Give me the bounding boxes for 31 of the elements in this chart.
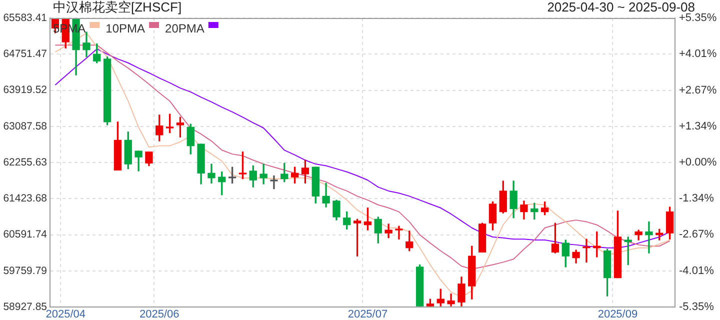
y2-tick-label: -5.35% (679, 301, 714, 314)
x-tick-label: 2025/07 (348, 308, 388, 320)
y-tick-label: 63919.52 (3, 84, 48, 96)
y2-tick-label: -2.67% (679, 228, 714, 241)
y2-tick-label: +1.34% (679, 120, 717, 132)
y2-tick-label: +4.01% (679, 48, 717, 60)
y2-tick-label: +5.35% (679, 12, 717, 24)
chart-title: 中汉棉花卖空[ZHSCF] (53, 0, 182, 15)
y-tick-label: 62255.63 (3, 156, 48, 168)
legend-label: 5PMA (53, 21, 86, 36)
y-tick-label: 64751.47 (3, 48, 48, 60)
y-tick-label: 61423.68 (3, 192, 48, 205)
x-tick-label: 2025/04 (46, 308, 86, 320)
legend-label: 20PMA (165, 21, 204, 36)
candlestick (645, 221, 653, 254)
legend-label: 10PMA (106, 21, 146, 36)
y2-tick-label: -4.01% (679, 264, 714, 277)
candlestick (260, 164, 268, 184)
x-tick-label: 2025/06 (139, 308, 180, 320)
y2-tick-label: +2.67% (679, 84, 717, 96)
y-tick-label: 59759.79 (3, 264, 48, 277)
y-tick-label: 60591.74 (3, 228, 48, 241)
candlestick (395, 226, 403, 240)
candlestick (270, 175, 278, 190)
y-tick-label: 63087.58 (3, 120, 48, 132)
y2-tick-label: +0.00% (679, 156, 717, 169)
y2-tick-label: -1.34% (679, 192, 714, 205)
y-tick-label: 58927.85 (3, 300, 48, 313)
candlestick (582, 238, 590, 263)
y-tick-label: 65583.41 (3, 12, 48, 24)
x-tick-label: 2025/09 (598, 308, 638, 320)
